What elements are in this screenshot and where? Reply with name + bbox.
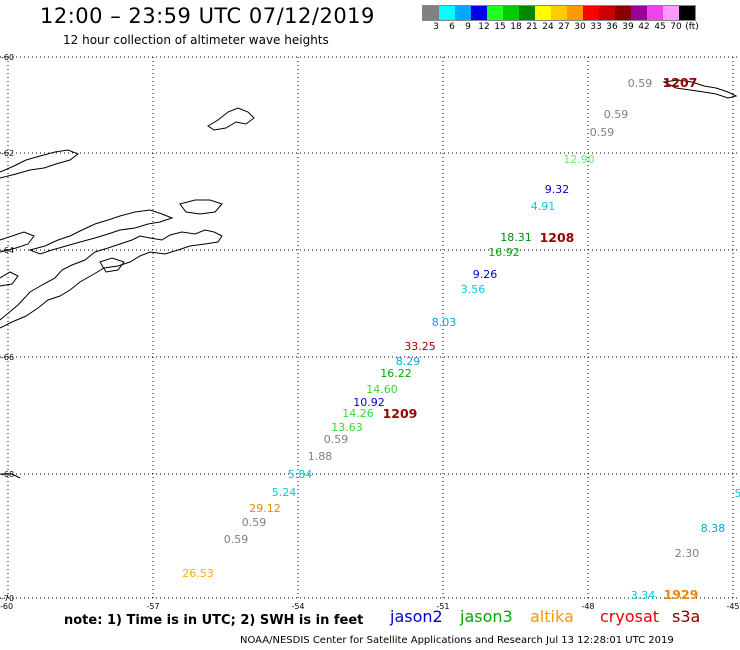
map-subtitle: 12 hour collection of altimeter wave hei…	[63, 33, 329, 47]
scale-swatch	[519, 6, 535, 20]
scale-label: 30	[574, 22, 586, 32]
wave-height-label: 2.30	[675, 547, 700, 560]
scale-swatch	[615, 6, 631, 20]
scale-swatch	[423, 6, 439, 20]
wave-height-label: 8.29	[396, 355, 421, 368]
latitude-label: -62	[1, 149, 14, 158]
wave-height-label: 5.24	[272, 486, 297, 499]
latitude-label: -64	[1, 246, 14, 255]
scale-swatch	[663, 6, 679, 20]
scale-swatch	[487, 6, 503, 20]
wave-height-label: 10.92	[353, 396, 385, 409]
wave-height-label: 26.53	[182, 567, 214, 580]
scale-label: 24	[542, 22, 554, 32]
wave-height-label: 0.59	[242, 516, 267, 529]
scale-swatch	[567, 6, 583, 20]
scale-swatch	[647, 6, 663, 20]
wave-height-label: 1.88	[308, 450, 333, 463]
wave-height-label: 0.59	[590, 126, 615, 139]
color-scale-labels: 3 6 9 12 15 18 21 24 27 30 33 36 39 42 45 70 (ft)	[422, 22, 740, 36]
scale-swatch	[551, 6, 567, 20]
scale-swatch	[455, 6, 471, 20]
wave-height-label: 12.90	[563, 153, 595, 166]
coastline	[0, 79, 738, 479]
satellite-cryosat: cryosat	[600, 607, 660, 626]
wave-height-label: 0.59	[604, 108, 629, 121]
color-scale-bar	[422, 5, 696, 21]
scale-label: 36	[606, 22, 618, 32]
wave-height-label: 16.92	[488, 246, 520, 259]
wave-height-label: 0.59	[628, 77, 653, 90]
scale-label: 18	[510, 22, 522, 32]
scale-label: 6	[449, 22, 455, 32]
scale-label: 45	[654, 22, 666, 32]
date-marker-label: 1929	[664, 587, 699, 602]
scale-swatch	[631, 6, 647, 20]
graticule-grid	[0, 56, 740, 600]
wave-height-label: 16.22	[380, 367, 412, 380]
scale-label: 21	[526, 22, 538, 32]
wave-height-label: 18.31	[500, 231, 532, 244]
scale-label: 3	[433, 22, 439, 32]
longitude-label: -54	[291, 602, 304, 611]
scale-label: 9	[465, 22, 471, 32]
scale-label: 70	[670, 22, 682, 32]
scale-swatch	[471, 6, 487, 20]
scale-label: (ft)	[685, 22, 699, 32]
wave-height-label: 8.03	[432, 316, 457, 329]
wave-height-label: 14.26	[342, 407, 374, 420]
scale-swatch	[599, 6, 615, 20]
date-marker-label: 1208	[540, 230, 575, 245]
wave-height-label: 29.12	[249, 502, 281, 515]
wave-height-label: 3.34	[631, 589, 656, 602]
wave-height-label: 0.59	[324, 433, 349, 446]
scale-swatch	[679, 6, 695, 20]
satellite-jason2: jason2	[390, 607, 443, 626]
wave-height-label: 9.32	[545, 183, 570, 196]
longitude-label: -60	[0, 602, 13, 611]
latitude-label: -68	[1, 470, 14, 479]
scale-swatch	[503, 6, 519, 20]
scale-label: 27	[558, 22, 570, 32]
wave-height-label: 3.56	[461, 283, 486, 296]
wave-height-label: 4.91	[531, 200, 556, 213]
date-marker-label: 1207	[663, 75, 698, 90]
satellite-s3a: s3a	[672, 607, 701, 626]
scale-swatch	[583, 6, 599, 20]
latitude-label: -70	[1, 594, 14, 603]
longitude-label: -57	[146, 602, 159, 611]
date-marker-label: 1209	[383, 406, 418, 421]
latitude-label: -60	[1, 53, 14, 62]
scale-label: 15	[494, 22, 506, 32]
wave-height-label: 33.25	[404, 340, 436, 353]
longitude-label: -51	[436, 602, 449, 611]
map-title: 12:00 – 23:59 UTC 07/12/2019	[40, 4, 375, 28]
scale-label: 42	[638, 22, 650, 32]
wave-height-label: 5.84	[288, 468, 313, 481]
observation-labels: 0.59 0.59 0.59 12.90 9.32 4.91 18.31 16.92 9.26 3…	[182, 77, 740, 602]
scale-label: 33	[590, 22, 602, 32]
scale-swatch	[439, 6, 455, 20]
longitude-label: -48	[581, 602, 594, 611]
wave-height-label: 13.63	[331, 421, 363, 434]
wave-height-label: 0.59	[224, 533, 249, 546]
units-note: note: 1) Time is in UTC; 2) SWH is in fe…	[64, 613, 364, 628]
satellite-jason3: jason3	[460, 607, 513, 626]
date-labels: 1207 1208 1209 1929	[383, 75, 699, 602]
wave-height-label: 5	[735, 487, 740, 500]
scale-label: 39	[622, 22, 634, 32]
wave-height-label: 9.26	[473, 268, 498, 281]
scale-label: 12	[478, 22, 490, 32]
wave-height-label: 8.38	[701, 522, 726, 535]
wave-height-label: 14.60	[366, 383, 398, 396]
longitude-label: -45	[726, 602, 739, 611]
latitude-label: -66	[1, 353, 14, 362]
satellite-altika: altika	[530, 607, 574, 626]
credit-footer: NOAA/NESDIS Center for Satellite Applica…	[240, 635, 674, 646]
scale-swatch	[535, 6, 551, 20]
axis-ticks: -60-62-64-66-68-70-60 -57 -54 -51 -48 -45	[0, 53, 740, 611]
